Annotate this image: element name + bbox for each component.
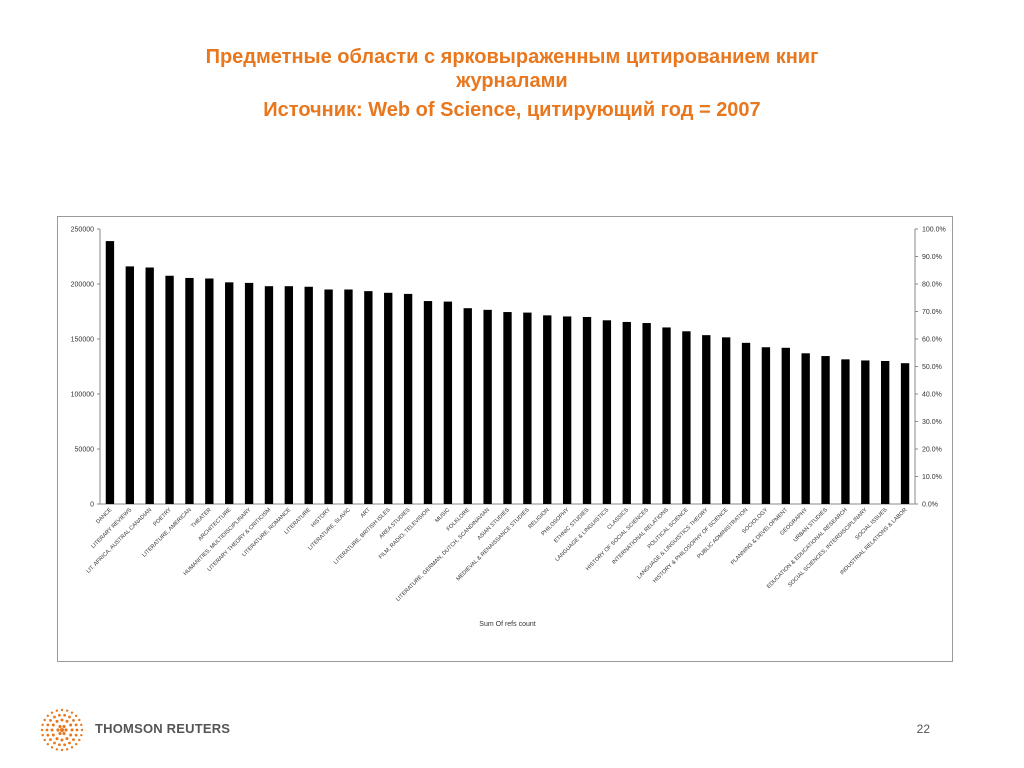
bar [443,301,453,504]
y-tick-label: 150000 [71,337,94,344]
bar [403,293,413,504]
bar [801,353,810,504]
x-tick-label: ART [360,507,372,519]
x-tick-label: HISTORY & PHILOSOPHY OF SCIENCE [652,507,730,585]
bar [324,289,333,504]
bar [205,278,214,504]
bar [225,282,234,504]
bar [483,309,492,504]
x-tick-label: DANCE [95,507,113,525]
bar [125,266,134,504]
x-tick-label: LITERATURE, GERMAN, DUTCH, SCANDINAVIAN [395,507,491,603]
bar [463,308,472,504]
y2-tick-label: 50.0% [922,364,942,371]
bar [761,347,771,504]
bar [284,286,294,504]
x-tick-label: MUSIC [434,507,451,524]
bar [881,361,890,504]
y2-tick-label: 100.0% [922,227,946,234]
bar [264,286,274,504]
y2-tick-label: 90.0% [922,254,942,261]
y2-tick-label: 60.0% [922,337,942,344]
y2-tick-label: 80.0% [922,282,942,289]
bar [741,342,751,504]
x-tick-label: URBAN STUDIES [793,507,830,544]
slide-title: Предметные области с ярковыраженным цити… [60,45,964,122]
bar [642,323,651,504]
thomson-reuters-logo-icon [40,708,84,752]
bar [602,320,612,504]
y-tick-label: 0 [90,502,94,509]
title-line-1: Предметные области с ярковыраженным цити… [205,46,819,68]
y2-tick-label: 40.0% [922,392,942,399]
bar [821,356,830,504]
y2-tick-label: 70.0% [922,309,942,316]
x-axis-title: Sum Of refs count [479,621,535,628]
x-tick-label: ETHNIC STUDIES [553,507,590,544]
bar [781,347,790,504]
y-tick-label: 50000 [75,447,95,454]
y-tick-label: 100000 [71,392,94,399]
bar [523,312,532,504]
bar [384,292,393,504]
x-tick-label: MEDIEVAL & RENAISSANCE STUDIES [456,507,531,582]
bar-chart: 0 50000 100000 150000 200000 250000 0.0% 10.0% 2… [71,227,946,629]
bar [622,321,631,504]
bar [244,282,254,504]
chart-frame: 0 50000 100000 150000 200000 250000 0.0% 10.0% 2… [57,216,953,662]
y2-tick-label: 30.0% [922,419,942,426]
bar [503,312,512,504]
bar [900,363,910,504]
x-tick-label: LITERATURE, SLAVIC [307,507,352,552]
bar [364,291,373,504]
bar [662,327,671,504]
bar [185,277,194,504]
bar [543,315,552,504]
page-number: 22 [916,722,930,736]
bar [562,316,572,504]
bar [702,335,711,504]
title-line-3: Источник: Web of Science, цитирующий год… [263,99,761,121]
bar [105,241,115,504]
y-tick-label: 200000 [71,282,94,289]
bar [344,289,353,504]
bar [165,275,174,504]
brand-name: THOMSON REUTERS [95,721,231,736]
bar [721,337,731,504]
y2-tick-label: 20.0% [922,447,942,454]
bar [423,301,433,504]
bar [841,359,850,504]
x-tick-label: LANGUAGE & LINGUISTICS THEORY [636,507,710,581]
y2-tick-label: 0.0% [922,502,938,509]
title-line-2: журналами [456,70,568,92]
y2-tick-label: 10.0% [922,474,942,481]
bar [861,360,870,504]
bar [582,317,592,504]
y-tick-label: 250000 [71,227,94,234]
bar [304,286,313,504]
bar [145,267,154,504]
bar [682,331,691,504]
